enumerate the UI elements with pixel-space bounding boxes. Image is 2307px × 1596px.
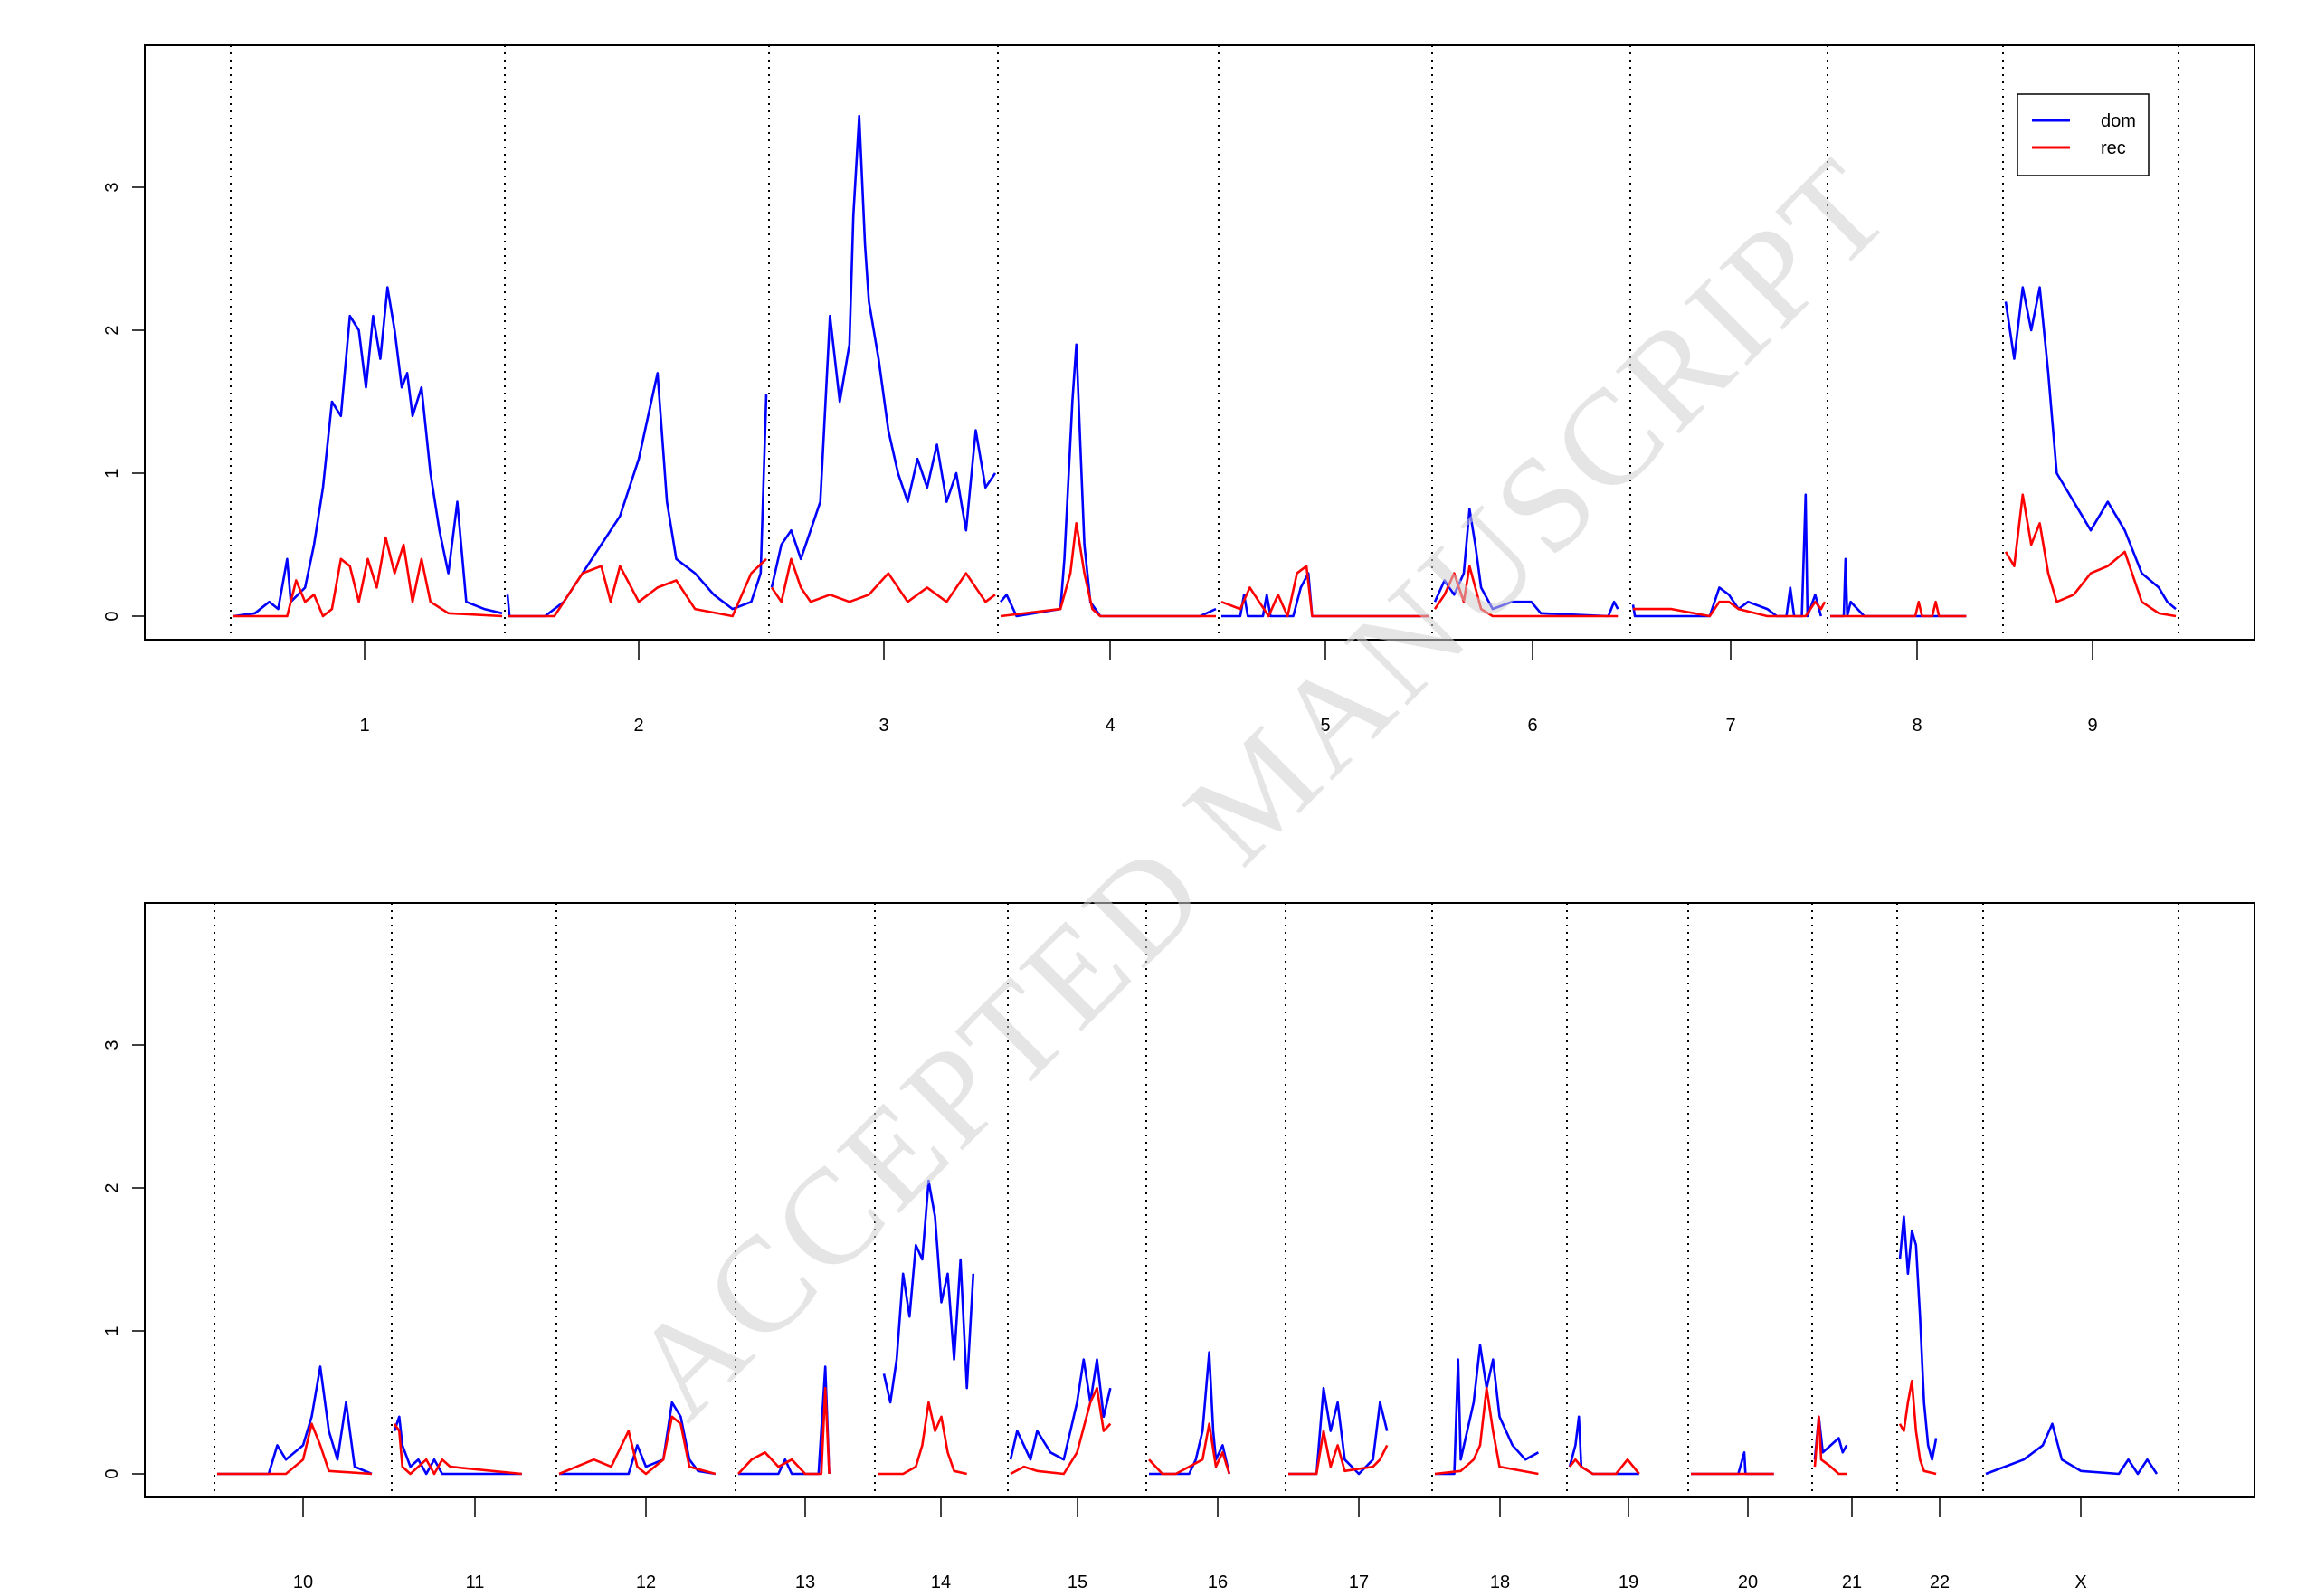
series-dom-line — [506, 372, 768, 618]
series-dom-line — [559, 1401, 717, 1476]
series-rec-line — [508, 557, 767, 618]
series-dom-line — [393, 1415, 522, 1476]
x-tick-label: 2 — [633, 716, 643, 736]
y-tick-label: 1 — [102, 1325, 122, 1335]
legend-dom-label: dom — [2101, 111, 2136, 131]
x-tick-label: 17 — [1349, 1572, 1369, 1592]
x-tick-label: 21 — [1842, 1572, 1862, 1592]
series-rec-line — [1633, 600, 1827, 618]
x-tick-label: 7 — [1725, 716, 1735, 736]
series-rec-line — [1568, 1458, 1640, 1476]
x-tick-label: 5 — [1320, 716, 1330, 736]
series-rec-line — [1010, 1386, 1112, 1476]
series-dom-line — [1435, 1344, 1540, 1476]
y-tick-label: 2 — [102, 1183, 122, 1192]
series-dom-line — [217, 1365, 373, 1476]
legend-rec-label: rec — [2101, 138, 2126, 158]
series-rec-line — [737, 1386, 831, 1476]
x-tick-label: 10 — [293, 1572, 313, 1592]
series-rec-line — [558, 1415, 717, 1476]
x-tick-label: 4 — [1105, 716, 1115, 736]
x-tick-label: 6 — [1527, 716, 1537, 736]
watermark: ACCEPTED MANUSCRIPT — [603, 128, 1920, 1446]
y-tick-label: 2 — [102, 325, 122, 335]
series-dom-line — [1985, 1422, 2159, 1476]
series-dom-line — [1009, 1358, 1112, 1461]
x-tick-label: 22 — [1930, 1572, 1950, 1592]
series-dom-line — [1631, 493, 1823, 618]
x-tick-label: 18 — [1490, 1572, 1510, 1592]
series-dom-line — [882, 1179, 975, 1404]
series-rec-line — [2004, 493, 2177, 618]
series-dom-line — [1000, 343, 1217, 618]
y-tick-label: 3 — [102, 182, 122, 192]
series-dom-line — [2004, 286, 2177, 611]
series-rec-line — [770, 557, 996, 603]
y-tick-label: 0 — [102, 1468, 122, 1478]
series-rec-line — [1288, 1430, 1389, 1476]
x-tick-label: 8 — [1912, 716, 1922, 736]
x-tick-label: 14 — [931, 1572, 951, 1592]
plot-frame — [144, 902, 2255, 1498]
series-dom-line — [1691, 1451, 1774, 1476]
x-tick-label: 1 — [359, 716, 369, 736]
series-rec-line — [1433, 565, 1619, 618]
x-tick-label: 16 — [1208, 1572, 1228, 1592]
x-tick-label: 11 — [466, 1572, 485, 1592]
x-tick-label: X — [2074, 1572, 2086, 1592]
y-tick-label: 0 — [102, 611, 122, 621]
series-dom-line — [233, 286, 503, 618]
series-rec-line — [1220, 565, 1429, 618]
series-rec-line — [1813, 1415, 1847, 1476]
series-rec-line — [1000, 521, 1216, 618]
y-tick-label: 1 — [102, 468, 122, 478]
series-rec-line — [1434, 1386, 1539, 1476]
series-rec-line — [217, 1422, 373, 1476]
series-rec-line — [1148, 1422, 1231, 1476]
series-rec-line — [233, 536, 503, 618]
series-dom-line — [1149, 1351, 1231, 1476]
plot-frame — [144, 44, 2255, 641]
legend-box — [2017, 93, 2150, 176]
y-tick-label: 3 — [102, 1040, 122, 1050]
series-rec-line — [1830, 600, 1967, 618]
x-tick-label: 20 — [1738, 1572, 1758, 1592]
x-tick-label: 12 — [636, 1572, 656, 1592]
top-panel: 0 1 2 3 1 2 3 4 5 6 7 8 9 — [102, 44, 2255, 736]
series-rec-line — [878, 1401, 967, 1476]
series-rec-line — [1898, 1380, 1937, 1476]
series-dom-line — [1288, 1386, 1389, 1476]
x-tick-label: 13 — [795, 1572, 815, 1592]
series-dom-line — [738, 1365, 831, 1476]
series-dom-line — [1898, 1215, 1938, 1461]
series-dom-line — [770, 114, 997, 588]
series-dom-line — [1830, 557, 1967, 618]
series-rec-line — [393, 1422, 522, 1476]
x-tick-label: 9 — [2087, 716, 2097, 736]
x-tick-label: 15 — [1068, 1572, 1087, 1592]
x-tick-label: 3 — [878, 716, 888, 736]
x-tick-label: 19 — [1619, 1572, 1638, 1592]
legend: dom rec — [2017, 93, 2150, 176]
